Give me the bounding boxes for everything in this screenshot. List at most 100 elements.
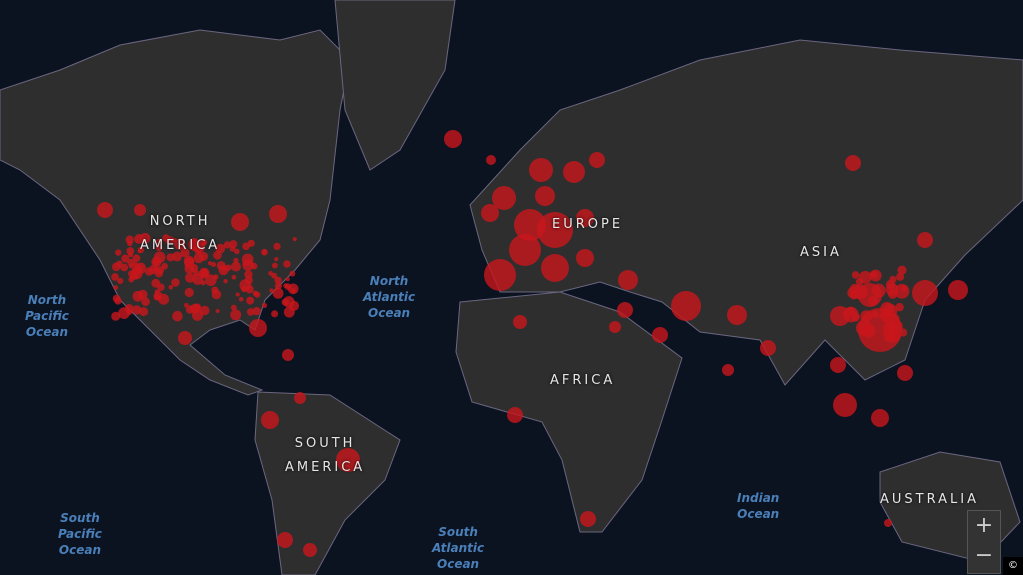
case-bubble[interactable] — [205, 274, 217, 287]
case-bubble[interactable] — [137, 246, 145, 254]
case-bubble[interactable] — [235, 292, 240, 297]
case-bubble[interactable] — [671, 291, 701, 321]
case-bubble[interactable] — [194, 246, 203, 255]
case-bubble[interactable] — [727, 305, 747, 325]
case-bubble[interactable] — [141, 297, 150, 306]
case-bubble[interactable] — [244, 276, 253, 285]
case-bubble[interactable] — [230, 261, 241, 272]
case-bubble[interactable] — [269, 288, 274, 293]
case-bubble[interactable] — [200, 269, 209, 278]
case-bubble[interactable] — [230, 309, 242, 321]
case-bubble[interactable] — [127, 252, 134, 258]
case-bubble[interactable] — [609, 321, 621, 333]
case-bubble[interactable] — [842, 306, 859, 323]
case-bubble[interactable] — [252, 290, 259, 297]
case-bubble[interactable] — [207, 261, 213, 266]
case-bubble[interactable] — [576, 249, 594, 267]
case-bubble[interactable] — [888, 319, 903, 334]
case-bubble[interactable] — [336, 448, 360, 472]
case-bubble[interactable] — [868, 295, 879, 306]
case-bubble[interactable] — [134, 204, 146, 216]
case-bubble[interactable] — [271, 310, 279, 318]
case-bubble[interactable] — [486, 155, 496, 165]
case-bubble[interactable] — [120, 263, 129, 272]
case-bubble[interactable] — [895, 302, 904, 312]
case-bubble[interactable] — [541, 254, 569, 282]
case-bubble[interactable] — [851, 271, 860, 279]
case-bubble[interactable] — [247, 239, 255, 247]
case-bubble[interactable] — [113, 285, 119, 290]
case-bubble[interactable] — [849, 283, 861, 295]
attribution-icon[interactable]: © — [1003, 557, 1023, 575]
case-bubble[interactable] — [238, 296, 244, 302]
case-bubble[interactable] — [871, 283, 886, 298]
case-bubble[interactable] — [507, 407, 523, 423]
case-bubble[interactable] — [948, 280, 968, 300]
case-bubble[interactable] — [231, 274, 237, 280]
case-bubble[interactable] — [111, 262, 121, 272]
case-bubble[interactable] — [283, 296, 295, 308]
case-bubble[interactable] — [273, 242, 281, 251]
case-bubble[interactable] — [292, 237, 297, 242]
case-bubble[interactable] — [185, 272, 195, 283]
case-bubble[interactable] — [618, 270, 638, 290]
case-bubble[interactable] — [153, 291, 163, 301]
case-bubble[interactable] — [172, 237, 177, 243]
case-bubble[interactable] — [216, 261, 226, 271]
case-bubble[interactable] — [282, 349, 294, 361]
case-bubble[interactable] — [166, 253, 175, 262]
case-bubble[interactable] — [223, 279, 228, 284]
case-bubble[interactable] — [223, 241, 231, 249]
case-bubble[interactable] — [896, 272, 905, 281]
case-bubble[interactable] — [862, 324, 876, 338]
case-bubble[interactable] — [97, 202, 113, 218]
case-bubble[interactable] — [830, 357, 846, 373]
case-bubble[interactable] — [283, 260, 291, 268]
case-bubble[interactable] — [126, 247, 135, 255]
case-bubble[interactable] — [303, 543, 317, 557]
case-bubble[interactable] — [199, 239, 207, 247]
case-bubble[interactable] — [274, 282, 282, 290]
case-bubble[interactable] — [155, 244, 163, 252]
case-bubble[interactable] — [492, 186, 516, 210]
case-bubble[interactable] — [153, 267, 158, 272]
case-bubble[interactable] — [897, 265, 907, 275]
case-bubble[interactable] — [884, 519, 892, 527]
case-bubble[interactable] — [860, 310, 873, 322]
case-bubble[interactable] — [537, 212, 573, 248]
case-bubble[interactable] — [249, 319, 267, 337]
case-bubble[interactable] — [132, 261, 138, 267]
case-bubble[interactable] — [171, 278, 180, 287]
case-bubble[interactable] — [885, 283, 899, 296]
case-bubble[interactable] — [172, 251, 183, 262]
case-bubble[interactable] — [234, 248, 240, 255]
case-bubble[interactable] — [900, 285, 908, 292]
case-bubble[interactable] — [870, 271, 878, 279]
case-bubble[interactable] — [114, 297, 122, 305]
case-bubble[interactable] — [884, 335, 891, 342]
case-bubble[interactable] — [246, 296, 255, 305]
case-bubble[interactable] — [132, 305, 142, 315]
case-bubble[interactable] — [535, 186, 555, 206]
case-bubble[interactable] — [269, 205, 287, 223]
case-bubble[interactable] — [871, 409, 889, 427]
case-bubble[interactable] — [912, 280, 938, 306]
case-bubble[interactable] — [192, 273, 204, 285]
case-bubble[interactable] — [132, 254, 141, 263]
case-bubble[interactable] — [168, 284, 174, 290]
case-bubble[interactable] — [897, 365, 913, 381]
case-bubble[interactable] — [246, 308, 255, 316]
case-bubble[interactable] — [184, 287, 194, 298]
case-bubble[interactable] — [132, 290, 144, 302]
case-bubble[interactable] — [563, 161, 585, 183]
case-bubble[interactable] — [261, 411, 279, 429]
case-bubble[interactable] — [289, 270, 296, 277]
case-bubble[interactable] — [274, 257, 279, 262]
case-bubble[interactable] — [513, 315, 527, 329]
case-bubble[interactable] — [139, 307, 149, 317]
case-bubble[interactable] — [229, 240, 238, 249]
case-bubble[interactable] — [229, 245, 236, 252]
case-bubble[interactable] — [290, 288, 296, 294]
case-bubble[interactable] — [484, 259, 516, 291]
